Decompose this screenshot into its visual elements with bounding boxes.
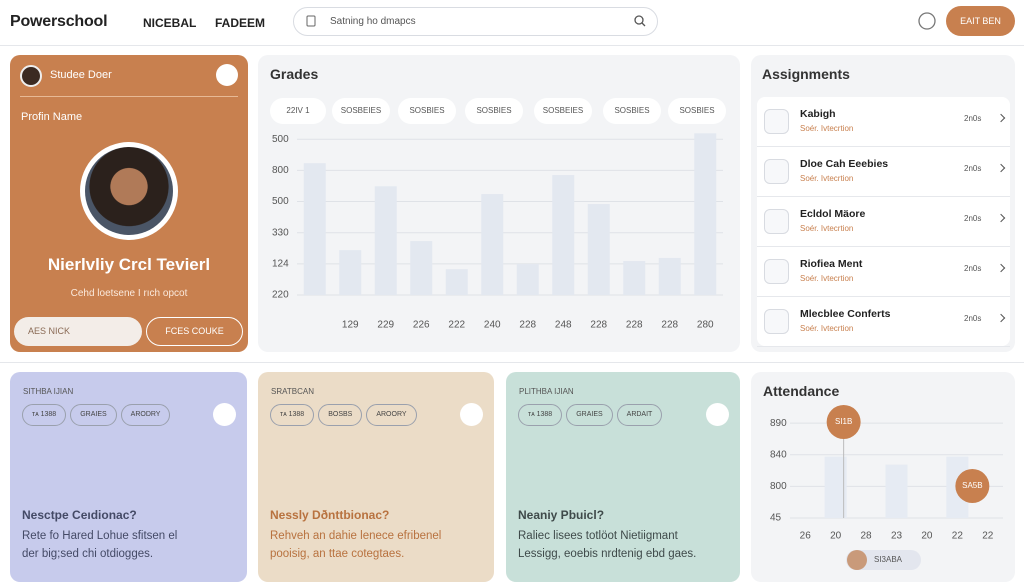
filter-pill[interactable]: SOSBIES xyxy=(668,98,726,124)
search-icon[interactable] xyxy=(634,15,646,27)
tag[interactable]: AROORY xyxy=(366,404,417,426)
tag[interactable]: ARDAIT xyxy=(616,404,663,426)
header-divider xyxy=(0,45,1024,46)
photo-frame xyxy=(80,142,178,240)
assignment-icon xyxy=(764,159,789,184)
assignment-meta: 2n0s xyxy=(964,114,982,123)
card-title: Attendance xyxy=(763,383,840,399)
card-title: Assignments xyxy=(762,66,850,82)
field-label: Profin Name xyxy=(21,111,83,123)
assignment-icon xyxy=(764,259,789,284)
card-label: SITHBA IJIAN xyxy=(23,387,74,396)
card-text: Rete fo Hared Lohue sfitsen el xyxy=(22,530,178,542)
profile-button[interactable]: FCES COUKE xyxy=(146,317,243,346)
search-doc-icon xyxy=(306,15,316,27)
chevron xyxy=(996,113,1006,123)
card-button[interactable] xyxy=(706,403,729,426)
card-text: der big;sed chi otdiogges. xyxy=(22,548,154,560)
assignment-icon xyxy=(764,109,789,134)
card-title: Nesctpe Ceıdionac? xyxy=(22,508,137,522)
assignment-meta: 2n0s xyxy=(964,314,982,323)
topic-card: SRATBCAN ᴛᴀ 1388 BOSBS AROORY Nessly Dðnttbi… xyxy=(258,372,494,582)
card-label: SRATBCAN xyxy=(271,387,314,396)
card-text: Rehveh an dahie lenece efribenel xyxy=(270,530,442,542)
profile-card: Studee Doer Profin Name Nierlvliy Crcl T… xyxy=(10,55,248,352)
assignment-title: Ecldol Mäore xyxy=(800,208,866,220)
search-box[interactable]: Satning ho dmapcs xyxy=(293,7,658,36)
card-text: Lessigg, eoebis nrdtenig ebd gaes. xyxy=(518,548,697,560)
nav-link[interactable]: FADEEM xyxy=(215,16,266,30)
assignment-subtitle: Soér. Ivtecrtion xyxy=(800,324,854,333)
avatar xyxy=(20,65,42,87)
tag[interactable]: ᴛᴀ 1388 xyxy=(22,404,67,426)
photo xyxy=(85,147,173,235)
assignment-meta: 2n0s xyxy=(964,214,982,223)
profile-name: Nierlvliy Crcl Tevierl xyxy=(47,255,211,274)
profile-menu-button[interactable] xyxy=(216,64,238,86)
card-button[interactable] xyxy=(460,403,483,426)
chevron xyxy=(996,213,1006,223)
filter-pill[interactable]: SOSBEIES xyxy=(332,98,390,124)
topic-card: SITHBA IJIAN ᴛᴀ 1388 GRAIES ARODRY Nesctpe C… xyxy=(10,372,247,582)
assignments-card: Assignments Kabigh Soér. Ivtecrtion 2n0s Dl… xyxy=(751,55,1015,352)
nav-link[interactable]: NICEBAL xyxy=(143,16,197,30)
card-title: Grades xyxy=(270,66,319,82)
tag[interactable]: ᴛᴀ 1388 xyxy=(518,404,563,426)
footer-avatar xyxy=(847,550,867,570)
tag-row: ᴛᴀ 1388 BOSBS AROORY xyxy=(270,403,421,426)
filter-pill[interactable]: SOSBIES xyxy=(465,98,523,124)
tag[interactable]: ᴛᴀ 1388 xyxy=(270,404,315,426)
assignment-meta: 2n0s xyxy=(964,164,982,173)
card-text: pooisig, an ttae cotegtaes. xyxy=(270,548,405,560)
filter-pill[interactable]: SOSBIES xyxy=(603,98,661,124)
section-divider xyxy=(0,362,1024,363)
assignment-row[interactable]: Ecldol Mäore Soér. Ivtecrtion 2n0s xyxy=(757,197,1010,247)
assignment-title: Riofiea Ment xyxy=(800,258,863,270)
header-button[interactable]: EAIT BEN xyxy=(946,6,1015,36)
card-text: Raliec lisees totlöot Nietiigmant xyxy=(518,530,678,542)
assignment-row[interactable]: Riofiea Ment Soér. Ivtecrtion 2n0s xyxy=(757,247,1010,297)
chevron xyxy=(996,263,1006,273)
assignment-icon xyxy=(764,209,789,234)
tag-row: ᴛᴀ 1388 GRAIES ARDAIT xyxy=(518,403,666,426)
tag[interactable]: GRAIES xyxy=(566,404,613,426)
brand[interactable]: Powerschool xyxy=(10,13,108,30)
assignment-subtitle: Soér. Ivtecrtion xyxy=(800,274,854,283)
profile-subtitle: Cehd loetsene I rıch opcot xyxy=(70,288,188,299)
notification-icon[interactable] xyxy=(917,11,937,31)
tag[interactable]: GRAIES xyxy=(70,404,117,426)
chevron xyxy=(996,163,1006,173)
tag[interactable]: BOSBS xyxy=(318,404,363,426)
topic-card: PLITHBA IJIAN ᴛᴀ 1388 GRAIES ARDAIT Neaniy P… xyxy=(506,372,740,582)
card-button[interactable] xyxy=(213,403,236,426)
assignment-title: Dloe Cah Eeebies xyxy=(800,158,889,170)
assignment-subtitle: Soér. Ivtecrtion xyxy=(800,174,854,183)
assignment-subtitle: Soér. Ivtecrtion xyxy=(800,124,854,133)
assignment-row[interactable]: Mlecblee Conferts Soér. Ivtecrtion 2n0s xyxy=(757,297,1010,347)
card-label: PLITHBA IJIAN xyxy=(519,387,574,396)
profile-header-name: Studee Doer xyxy=(50,69,112,81)
card-title: Nessly Dðnttbionac? xyxy=(270,508,390,522)
assignment-list: Kabigh Soér. Ivtecrtion 2n0s Dloe Cah Eeebi… xyxy=(757,97,1010,347)
tag-row: ᴛᴀ 1388 GRAIES ARODRY xyxy=(22,403,174,426)
attendance-card: Attendance SI3ABA xyxy=(751,372,1015,582)
assignment-title: Kabigh xyxy=(800,108,836,120)
assignment-row[interactable]: Kabigh Soér. Ivtecrtion 2n0s xyxy=(757,97,1010,147)
divider xyxy=(20,96,238,97)
grades-card: Grades 22IV 1 SOSBEIES SOSBIES SOSBIES SOSBE… xyxy=(258,55,740,352)
profile-button[interactable]: AES NICK xyxy=(14,317,142,346)
card-title: Neaniy Pbuicl? xyxy=(518,508,605,522)
assignment-subtitle: Soér. Ivtecrtion xyxy=(800,224,854,233)
filter-pill[interactable]: SOSBIES xyxy=(398,98,456,124)
assignment-meta: 2n0s xyxy=(964,264,982,273)
filter-pill[interactable]: SOSBEIES xyxy=(534,98,592,124)
chevron xyxy=(996,313,1006,323)
assignment-row[interactable]: Dloe Cah Eeebies Soér. Ivtecrtion 2n0s xyxy=(757,147,1010,197)
assignment-icon xyxy=(764,309,789,334)
filter-pill[interactable]: 22IV 1 xyxy=(270,98,326,124)
tag[interactable]: ARODRY xyxy=(120,404,171,426)
assignment-title: Mlecblee Conferts xyxy=(800,308,891,320)
